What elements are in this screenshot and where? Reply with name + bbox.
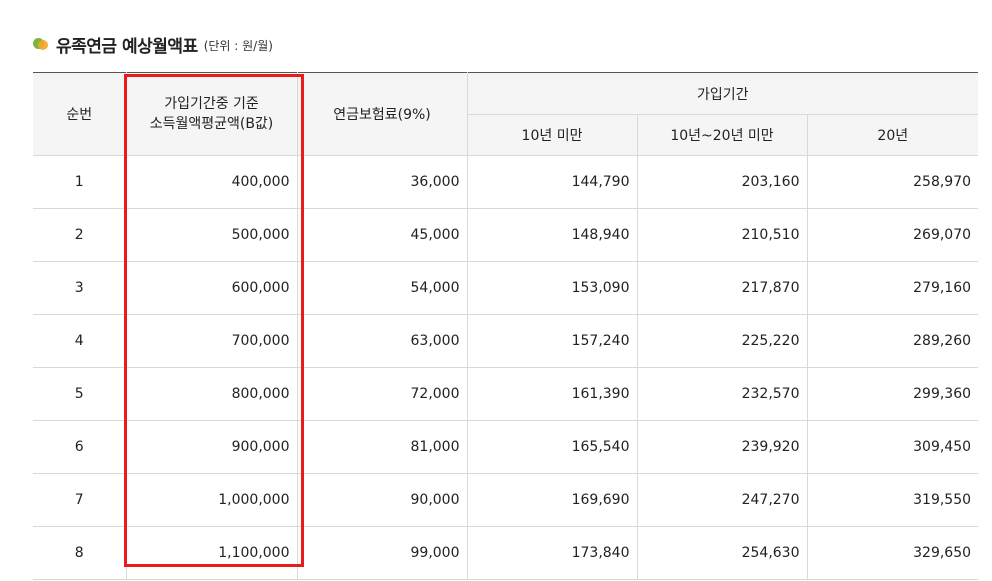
cell-under-10: 153,090	[466, 261, 638, 315]
header-premium: 연금보험료(9%)	[296, 72, 468, 156]
cell-20-years: 309,450	[806, 420, 979, 474]
cell-income: 600,000	[125, 261, 298, 315]
header-income-line2: 소득월액평균액(B값)	[149, 116, 274, 132]
cell-10-to-20: 239,920	[636, 420, 808, 474]
cell-income: 1,100,000	[125, 526, 298, 580]
header-seq: 순번	[33, 72, 127, 156]
table-row: 5 800,000 72,000 161,390 232,570 299,360	[33, 367, 979, 421]
cell-seq: 2	[33, 208, 127, 262]
section-heading: 유족연금 예상월액표 (단위 : 원/월)	[33, 30, 273, 58]
bullet-dot-icon	[33, 36, 49, 52]
table-row: 4 700,000 63,000 157,240 225,220 289,260	[33, 314, 979, 368]
cell-under-10: 161,390	[466, 367, 638, 421]
table-body: 1 400,000 36,000 144,790 203,160 258,970 2 500,…	[33, 155, 979, 580]
cell-income: 900,000	[125, 420, 298, 474]
cell-10-to-20: 217,870	[636, 261, 808, 315]
cell-seq: 8	[33, 526, 127, 580]
cell-premium: 72,000	[296, 367, 468, 421]
cell-under-10: 173,840	[466, 526, 638, 580]
cell-20-years: 289,260	[806, 314, 979, 368]
cell-seq: 4	[33, 314, 127, 368]
cell-20-years: 299,360	[806, 367, 979, 421]
cell-10-to-20: 247,270	[636, 473, 808, 527]
cell-20-years: 329,650	[806, 526, 979, 580]
cell-premium: 54,000	[296, 261, 468, 315]
cell-premium: 90,000	[296, 473, 468, 527]
header-period-group: 가입기간	[466, 72, 979, 115]
cell-under-10: 148,940	[466, 208, 638, 262]
cell-premium: 36,000	[296, 155, 468, 209]
cell-under-10: 169,690	[466, 473, 638, 527]
unit-note: (단위 : 원/월)	[203, 39, 273, 53]
cell-10-to-20: 225,220	[636, 314, 808, 368]
cell-under-10: 165,540	[466, 420, 638, 474]
cell-seq: 3	[33, 261, 127, 315]
cell-10-to-20: 210,510	[636, 208, 808, 262]
cell-seq: 6	[33, 420, 127, 474]
table-row: 3 600,000 54,000 153,090 217,870 279,160	[33, 261, 979, 315]
cell-premium: 81,000	[296, 420, 468, 474]
cell-income: 1,000,000	[125, 473, 298, 527]
cell-seq: 7	[33, 473, 127, 527]
cell-10-to-20: 232,570	[636, 367, 808, 421]
cell-20-years: 319,550	[806, 473, 979, 527]
survivor-pension-table: 순번 가입기간중 기준 소득월액평균액(B값) 연금보험료(9%) 가입기간 1…	[33, 72, 979, 580]
cell-seq: 1	[33, 155, 127, 209]
header-20-years: 20년	[806, 114, 979, 156]
cell-10-to-20: 254,630	[636, 526, 808, 580]
cell-income: 400,000	[125, 155, 298, 209]
cell-10-to-20: 203,160	[636, 155, 808, 209]
page-title: 유족연금 예상월액표	[56, 36, 198, 57]
table-row: 2 500,000 45,000 148,940 210,510 269,070	[33, 208, 979, 262]
table-row: 8 1,100,000 99,000 173,840 254,630 329,650	[33, 526, 979, 580]
cell-income: 700,000	[125, 314, 298, 368]
table-row: 6 900,000 81,000 165,540 239,920 309,450	[33, 420, 979, 474]
cell-premium: 99,000	[296, 526, 468, 580]
table-row: 1 400,000 36,000 144,790 203,160 258,970	[33, 155, 979, 209]
header-income: 가입기간중 기준 소득월액평균액(B값)	[125, 72, 298, 156]
header-under-10-years: 10년 미만	[467, 114, 638, 156]
cell-seq: 5	[33, 367, 127, 421]
cell-20-years: 258,970	[806, 155, 979, 209]
cell-income: 800,000	[125, 367, 298, 421]
cell-under-10: 157,240	[466, 314, 638, 368]
cell-20-years: 279,160	[806, 261, 979, 315]
cell-income: 500,000	[125, 208, 298, 262]
cell-20-years: 269,070	[806, 208, 979, 262]
cell-under-10: 144,790	[466, 155, 638, 209]
table-row: 7 1,000,000 90,000 169,690 247,270 319,550	[33, 473, 979, 527]
cell-premium: 45,000	[296, 208, 468, 262]
header-10-to-20-years: 10년~20년 미만	[636, 114, 808, 156]
header-income-line1: 가입기간중 기준	[164, 96, 259, 112]
cell-premium: 63,000	[296, 314, 468, 368]
